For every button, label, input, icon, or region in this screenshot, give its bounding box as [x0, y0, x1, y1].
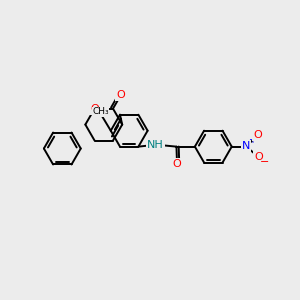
Text: NH: NH: [147, 140, 164, 150]
Text: CH₃: CH₃: [92, 107, 109, 116]
Text: O: O: [90, 103, 99, 114]
Text: −: −: [260, 157, 270, 166]
Text: O: O: [253, 130, 262, 140]
Text: N: N: [242, 141, 250, 151]
Text: +: +: [248, 135, 256, 145]
Text: O: O: [173, 159, 182, 169]
Text: O: O: [116, 90, 125, 100]
Text: O: O: [254, 152, 263, 162]
